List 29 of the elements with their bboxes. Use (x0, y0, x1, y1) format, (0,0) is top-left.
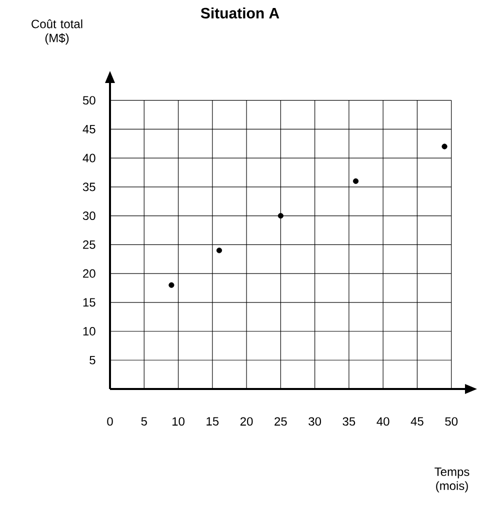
y-tick-label: 20 (83, 269, 96, 278)
chart-title: Situation A (200, 7, 280, 18)
y-tick-label: 45 (82, 125, 96, 134)
y-tick-label: 35 (82, 182, 96, 192)
y-tick-label: 40 (82, 154, 96, 162)
x-tick-label: 50 (445, 417, 458, 426)
x-tick-label: 40 (376, 417, 390, 426)
x-tick-label: 35 (342, 417, 356, 426)
point (216, 248, 222, 254)
x-tick-label: 25 (274, 417, 287, 426)
y-tick-label: 25 (83, 240, 96, 249)
y-tick-label: 10 (83, 327, 96, 336)
x-tick-label: 45 (410, 417, 424, 426)
y-tick-label: 15 (83, 298, 96, 307)
x-tick-label: 10 (172, 417, 184, 426)
x-tick-label: 0 (107, 417, 113, 426)
y-tick-label: 5 (90, 356, 96, 364)
x-axis-title: Temps (mois) (434, 468, 470, 492)
x-tick-label: 20 (240, 417, 253, 426)
point (168, 282, 174, 288)
point (352, 178, 359, 184)
point (278, 212, 284, 219)
y-axis-title: Coût total (M$) (32, 19, 82, 45)
x-tick-label: 30 (308, 417, 322, 426)
y-tick-label: 50 (82, 96, 96, 105)
x-tick-label: 15 (206, 417, 219, 426)
point (442, 144, 448, 150)
x-tick-label: 5 (141, 417, 147, 426)
y-tick-label: 30 (82, 212, 96, 220)
